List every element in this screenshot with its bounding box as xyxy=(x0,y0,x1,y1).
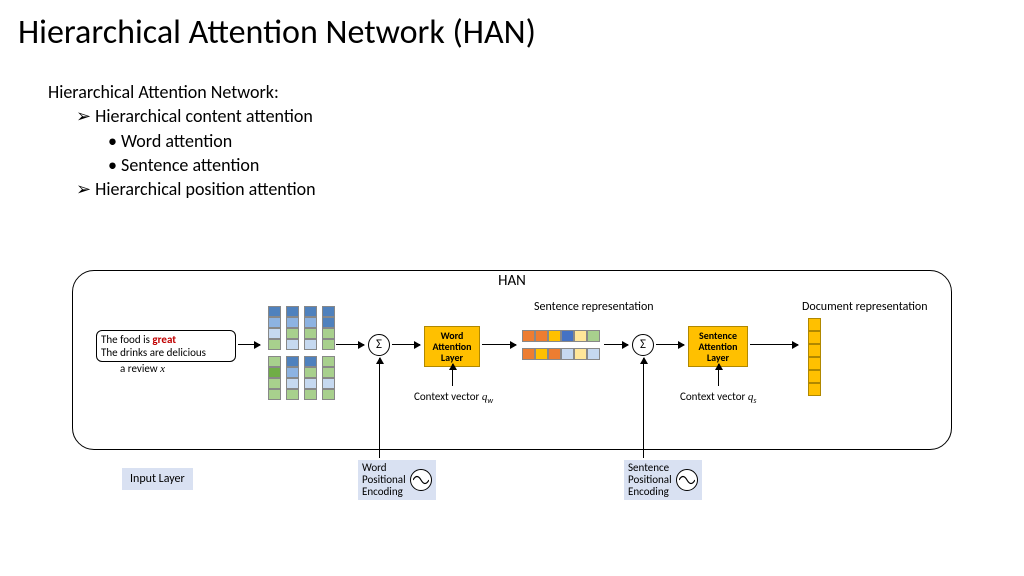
context-vector-s: Context vector qs xyxy=(680,390,757,406)
arrow-sigma1-wordattn xyxy=(392,344,420,345)
wave-icon xyxy=(410,469,432,491)
bullet-l3a: Word attention xyxy=(108,129,316,153)
arrow-up-wordattn xyxy=(452,364,453,386)
han-label: HAN xyxy=(492,272,532,290)
word-attention-layer: Word Attention Layer xyxy=(424,326,480,367)
sentence-rep-row2 xyxy=(522,348,600,360)
sentence-positional-encoding: Sentence Positional Encoding xyxy=(624,460,702,500)
page-title: Hierarchical Attention Network (HAN) xyxy=(18,12,536,53)
review-line2: The drinks are delicious xyxy=(101,346,206,359)
arrow-up-sentattn xyxy=(718,364,719,386)
arrow-sigma2-sentattn xyxy=(656,344,684,345)
arrow-up-sentpos xyxy=(643,358,644,458)
doc-rep-bar xyxy=(808,318,821,396)
doc-rep-label: Document representation xyxy=(802,300,928,314)
bullet-l3b: Sentence attention xyxy=(108,153,316,177)
review-line1-pre: The food is xyxy=(101,333,152,346)
bullet-l2a: Hierarchical content attention xyxy=(76,104,316,128)
wave-icon xyxy=(676,469,698,491)
arrow-sentrep-sigma2 xyxy=(604,344,628,345)
arrow-blocks-sigma1 xyxy=(336,344,364,345)
sigma-2: Σ xyxy=(632,334,654,356)
sentence-rep-label: Sentence representation xyxy=(534,300,654,314)
sentence-attention-layer: Sentence Attention Layer xyxy=(688,326,748,367)
review-box: The food is great The drinks are delicio… xyxy=(96,330,236,362)
word-positional-encoding: Word Positional Encoding xyxy=(358,460,436,500)
arrow-review-blocks xyxy=(238,344,260,345)
input-layer-label: Input Layer xyxy=(122,468,193,490)
bullet-list: Hierarchical Attention Network: Hierarch… xyxy=(48,80,316,201)
review-caption: a review x xyxy=(120,362,165,375)
arrow-sentattn-docrep xyxy=(750,344,798,345)
sigma-1: Σ xyxy=(368,334,390,356)
bullet-heading: Hierarchical Attention Network: xyxy=(48,80,316,104)
context-vector-w: Context vector qw xyxy=(414,390,493,406)
sentence-rep-row1 xyxy=(522,330,600,342)
arrow-wordattn-sentrep xyxy=(482,344,516,345)
review-great: great xyxy=(152,333,176,346)
bullet-l2b: Hierarchical position attention xyxy=(76,177,316,201)
arrow-up-wordpos xyxy=(379,358,380,458)
